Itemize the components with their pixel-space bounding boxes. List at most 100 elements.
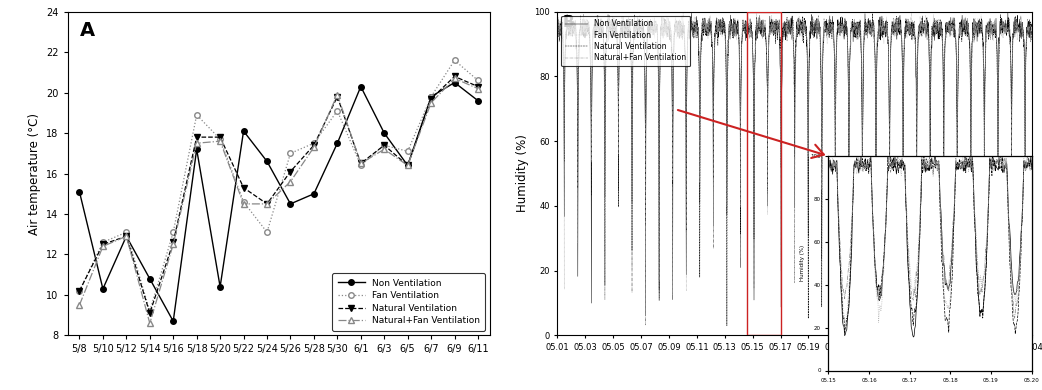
Natural Ventilation xyxy=(378,143,391,147)
Y-axis label: Air temperature (°C): Air temperature (°C) xyxy=(28,113,41,234)
Non Ventilation xyxy=(284,202,297,206)
Non Ventilation xyxy=(73,190,85,194)
Natural+Fan Ventilation xyxy=(551,24,564,28)
Natural Ventilation xyxy=(869,121,882,126)
Fan Ventilation xyxy=(97,240,109,245)
Non Ventilation xyxy=(768,32,780,37)
Natural+Fan Ventilation xyxy=(191,141,203,145)
Natural Ventilation xyxy=(97,242,109,247)
Natural Ventilation xyxy=(721,323,734,328)
Non Ventilation xyxy=(307,191,320,196)
Natural Ventilation xyxy=(866,11,878,16)
Natural+Fan Ventilation xyxy=(592,32,604,37)
Fan Ventilation xyxy=(284,151,297,156)
Non Ventilation xyxy=(1001,10,1014,15)
Natural Ventilation xyxy=(144,311,156,316)
Natural+Fan Ventilation xyxy=(284,179,297,184)
Line: Natural+Fan Ventilation: Natural+Fan Ventilation xyxy=(557,14,1032,325)
Fan Ventilation xyxy=(191,113,203,117)
Natural+Fan Ventilation xyxy=(238,202,250,206)
Fan Ventilation xyxy=(730,22,743,27)
Natural+Fan Ventilation xyxy=(260,202,273,206)
Natural Ventilation xyxy=(472,84,485,89)
Non Ventilation xyxy=(331,141,344,145)
Fan Ventilation xyxy=(448,58,461,62)
Natural+Fan Ventilation xyxy=(722,35,735,40)
Non Ventilation xyxy=(120,234,132,239)
Fan Ventilation xyxy=(551,30,564,34)
Natural Ventilation xyxy=(191,135,203,140)
Natural Ventilation xyxy=(120,234,132,239)
Line: Non Ventilation: Non Ventilation xyxy=(557,12,1032,316)
Fan Ventilation xyxy=(167,230,179,234)
Fan Ventilation xyxy=(722,37,735,42)
Natural Ventilation xyxy=(592,30,604,34)
Fan Ventilation xyxy=(768,23,780,28)
Text: B: B xyxy=(563,15,574,30)
Fan Ventilation xyxy=(331,108,344,113)
Natural Ventilation xyxy=(354,161,367,166)
Fan Ventilation xyxy=(425,94,438,99)
Non Ventilation xyxy=(687,27,699,31)
Line: Non Ventilation: Non Ventilation xyxy=(77,80,480,324)
Fan Ventilation xyxy=(354,163,367,168)
Non Ventilation xyxy=(448,80,461,85)
Natural+Fan Ventilation xyxy=(378,147,391,152)
Fan Ventilation xyxy=(214,137,226,142)
Natural+Fan Ventilation xyxy=(1025,32,1038,36)
Fan Ventilation xyxy=(472,78,485,83)
Non Ventilation xyxy=(214,285,226,289)
Natural Ventilation xyxy=(425,96,438,101)
Natural Ventilation xyxy=(284,169,297,174)
Natural+Fan Ventilation xyxy=(448,76,461,81)
Fan Ventilation xyxy=(592,32,604,37)
Legend: Non Ventilation, Fan Ventilation, Natural Ventilation, Natural+Fan Ventilation: Non Ventilation, Fan Ventilation, Natura… xyxy=(332,273,486,331)
Non Ventilation xyxy=(472,98,485,103)
Natural+Fan Ventilation xyxy=(331,92,344,97)
Non Ventilation xyxy=(640,313,652,318)
Line: Natural Ventilation: Natural Ventilation xyxy=(557,14,1032,326)
Natural Ventilation xyxy=(687,21,699,26)
Fan Ventilation xyxy=(667,292,679,297)
Natural Ventilation xyxy=(331,94,344,99)
Text: A: A xyxy=(80,21,96,41)
Natural+Fan Ventilation xyxy=(97,244,109,249)
Fan Ventilation xyxy=(307,141,320,145)
Non Ventilation xyxy=(869,80,882,85)
Natural Ventilation xyxy=(73,289,85,293)
Natural+Fan Ventilation xyxy=(742,12,754,16)
Non Ventilation xyxy=(401,163,414,168)
Natural Ventilation xyxy=(214,135,226,140)
Fan Ventilation xyxy=(144,309,156,314)
Natural+Fan Ventilation xyxy=(687,28,699,33)
Y-axis label: Humidity (%): Humidity (%) xyxy=(516,135,528,213)
Fan Ventilation xyxy=(869,92,882,97)
Natural+Fan Ventilation xyxy=(730,22,743,27)
Line: Natural Ventilation: Natural Ventilation xyxy=(77,74,480,316)
Natural+Fan Ventilation xyxy=(167,242,179,247)
Non Ventilation xyxy=(722,37,735,42)
Non Ventilation xyxy=(378,131,391,135)
Fan Ventilation xyxy=(1025,28,1038,33)
Natural+Fan Ventilation xyxy=(425,100,438,105)
Fan Ventilation xyxy=(401,149,414,154)
Fan Ventilation xyxy=(687,22,699,27)
Natural Ventilation xyxy=(238,185,250,190)
Natural Ventilation xyxy=(448,74,461,79)
Natural Ventilation xyxy=(722,28,735,33)
Fan Ventilation xyxy=(260,230,273,234)
Bar xyxy=(747,12,782,335)
Natural+Fan Ventilation xyxy=(472,86,485,91)
Fan Ventilation xyxy=(120,230,132,234)
Natural Ventilation xyxy=(401,163,414,168)
Natural+Fan Ventilation xyxy=(144,321,156,326)
Non Ventilation xyxy=(592,22,604,27)
Natural Ventilation xyxy=(307,143,320,147)
Legend: Non Ventilation, Fan Ventilation, Natural Ventilation, Natural+Fan Ventilation: Non Ventilation, Fan Ventilation, Natura… xyxy=(562,16,690,66)
Natural Ventilation xyxy=(730,21,743,25)
Non Ventilation xyxy=(1025,22,1038,27)
Non Ventilation xyxy=(144,277,156,281)
Line: Fan Ventilation: Fan Ventilation xyxy=(77,57,480,314)
Non Ventilation xyxy=(730,32,743,37)
Natural+Fan Ventilation xyxy=(401,163,414,168)
